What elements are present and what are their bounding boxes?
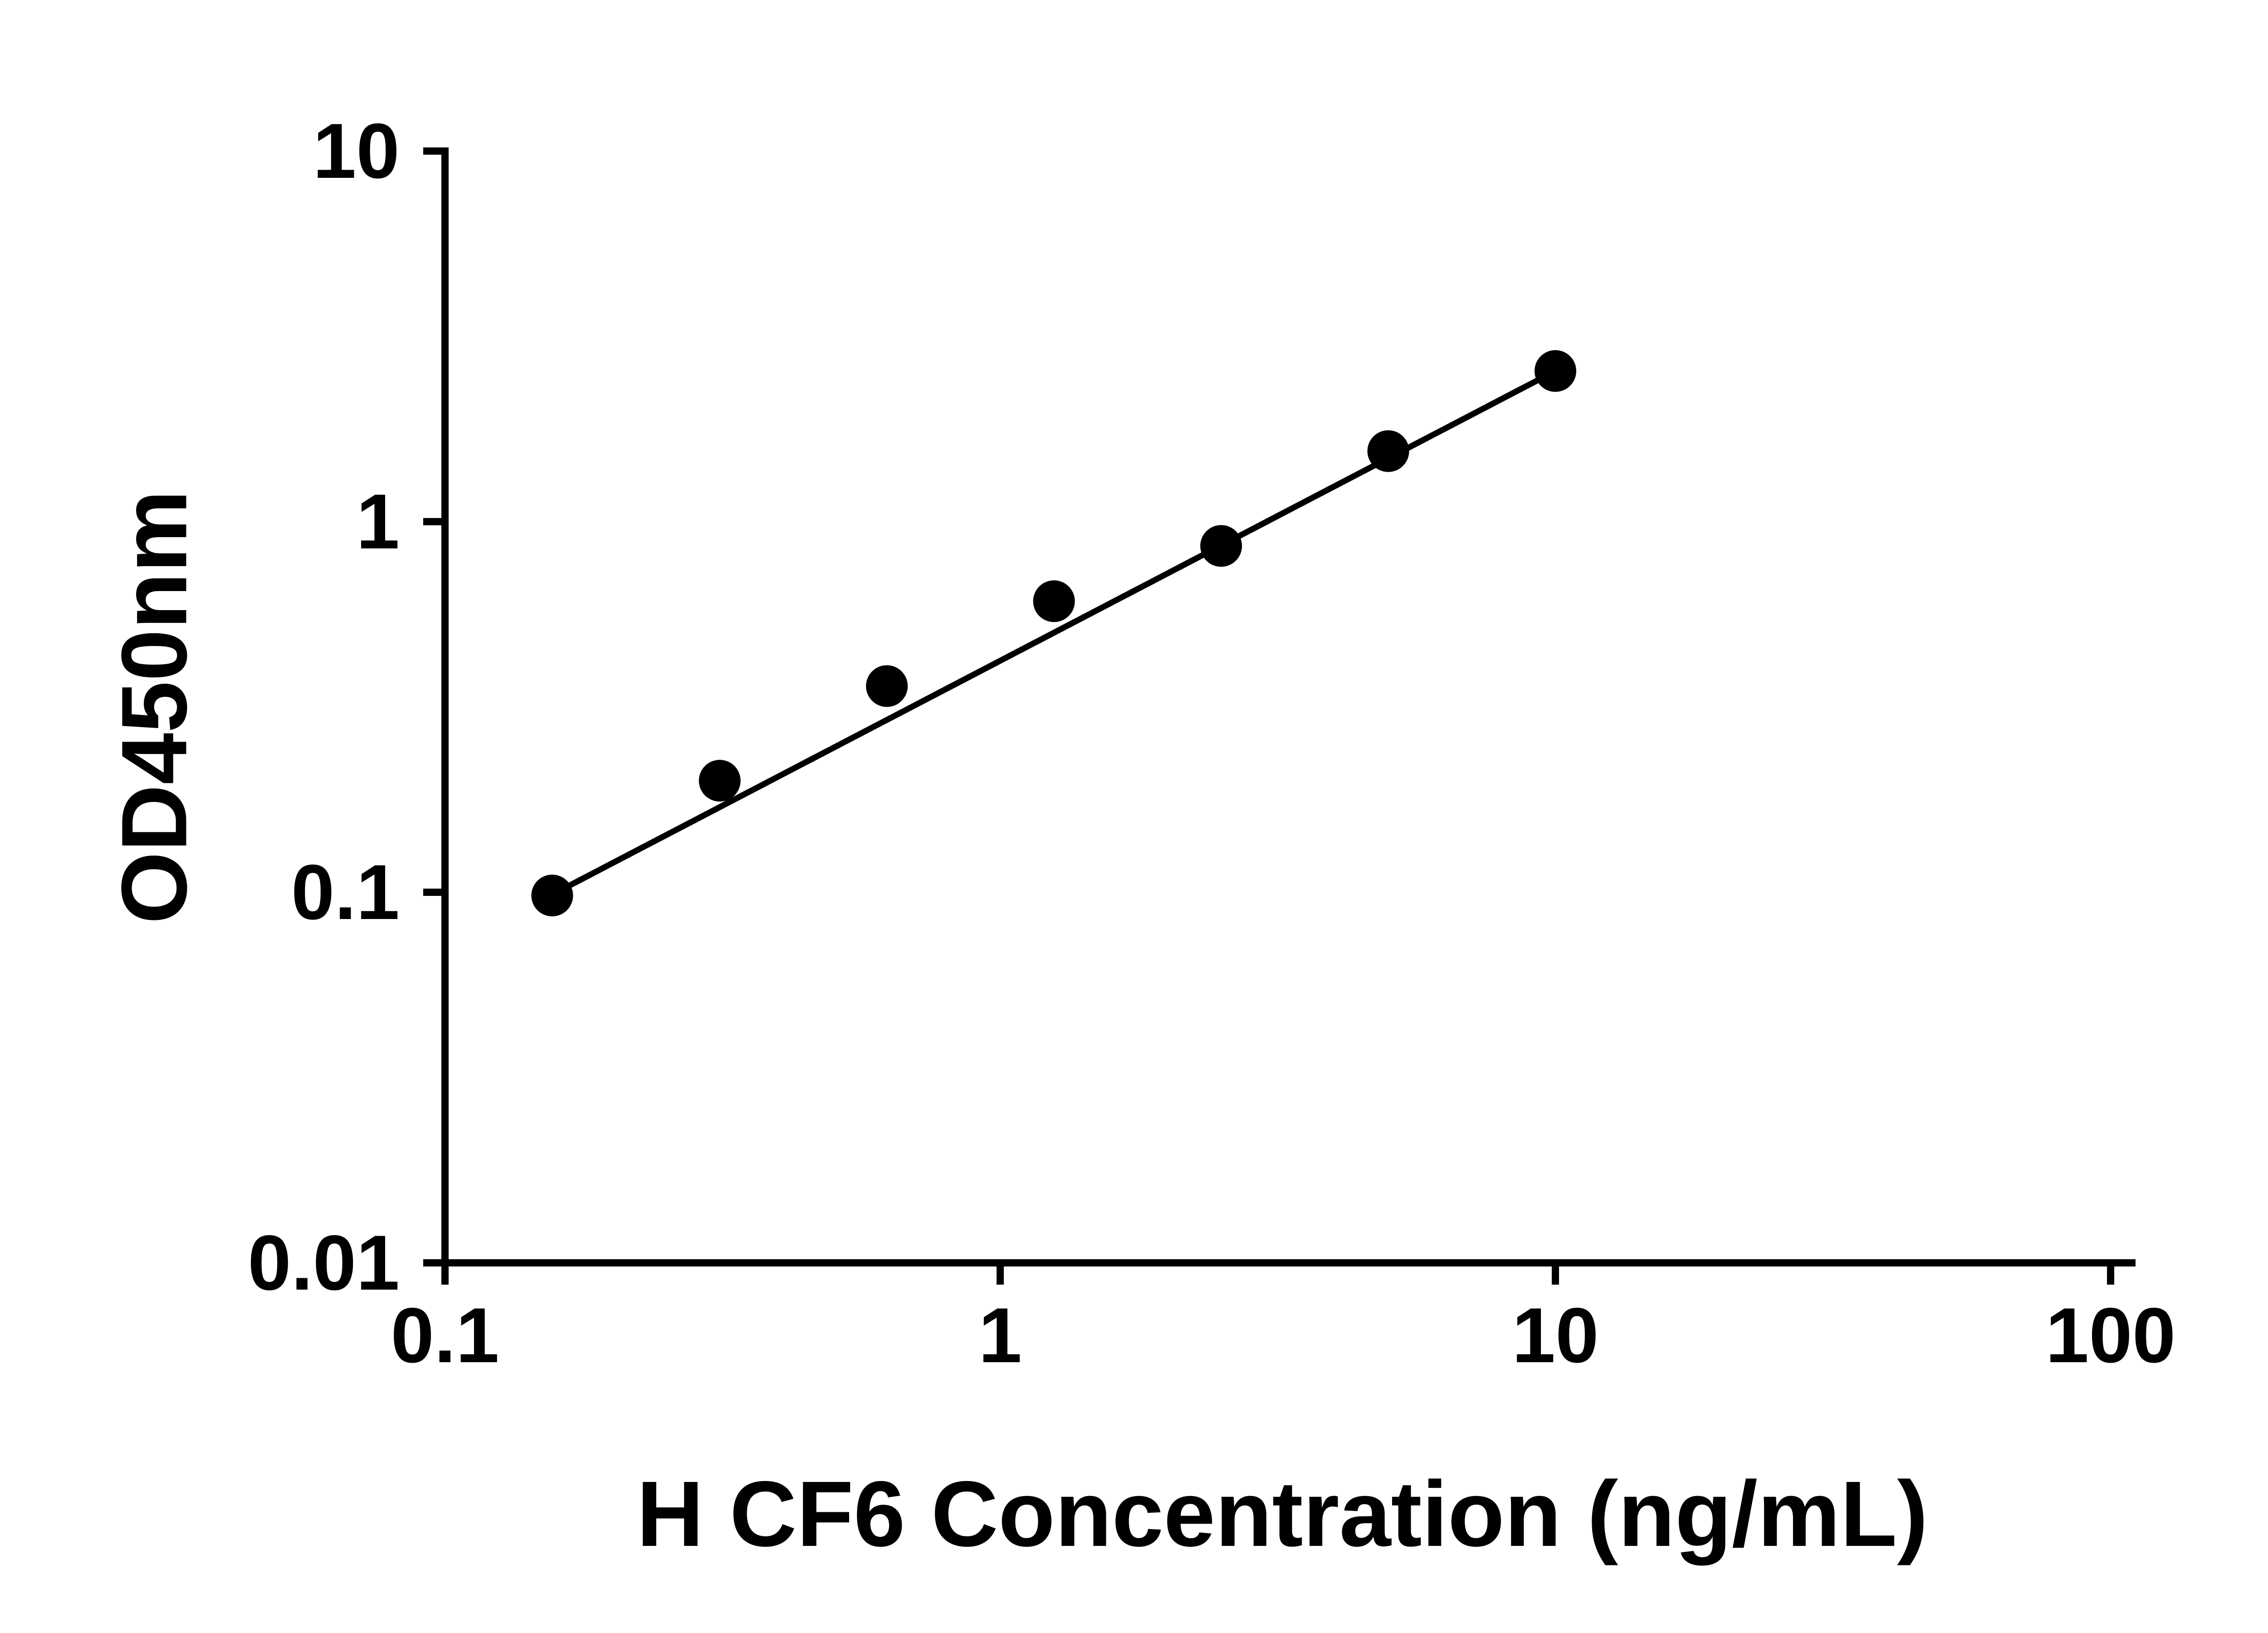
data-point (1033, 580, 1075, 622)
data-point (1535, 350, 1576, 392)
x-tick-label: 100 (2046, 1292, 2176, 1379)
y-axis-title: OD450nm (103, 490, 206, 924)
data-point (1200, 525, 1242, 567)
x-axis-title: H CF6 Concentration (ng/mL) (636, 1462, 1928, 1566)
data-point (531, 875, 573, 917)
x-tick-label: 10 (1512, 1292, 1598, 1379)
data-point (1367, 430, 1409, 472)
x-tick-label: 0.1 (391, 1292, 499, 1379)
y-tick-label: 1 (356, 478, 400, 565)
data-point (866, 665, 908, 707)
data-point (699, 760, 741, 802)
y-tick-label: 0.1 (291, 849, 400, 936)
x-tick-label: 1 (978, 1292, 1022, 1379)
y-tick-label: 10 (313, 108, 400, 195)
y-tick-label: 0.01 (248, 1219, 400, 1306)
